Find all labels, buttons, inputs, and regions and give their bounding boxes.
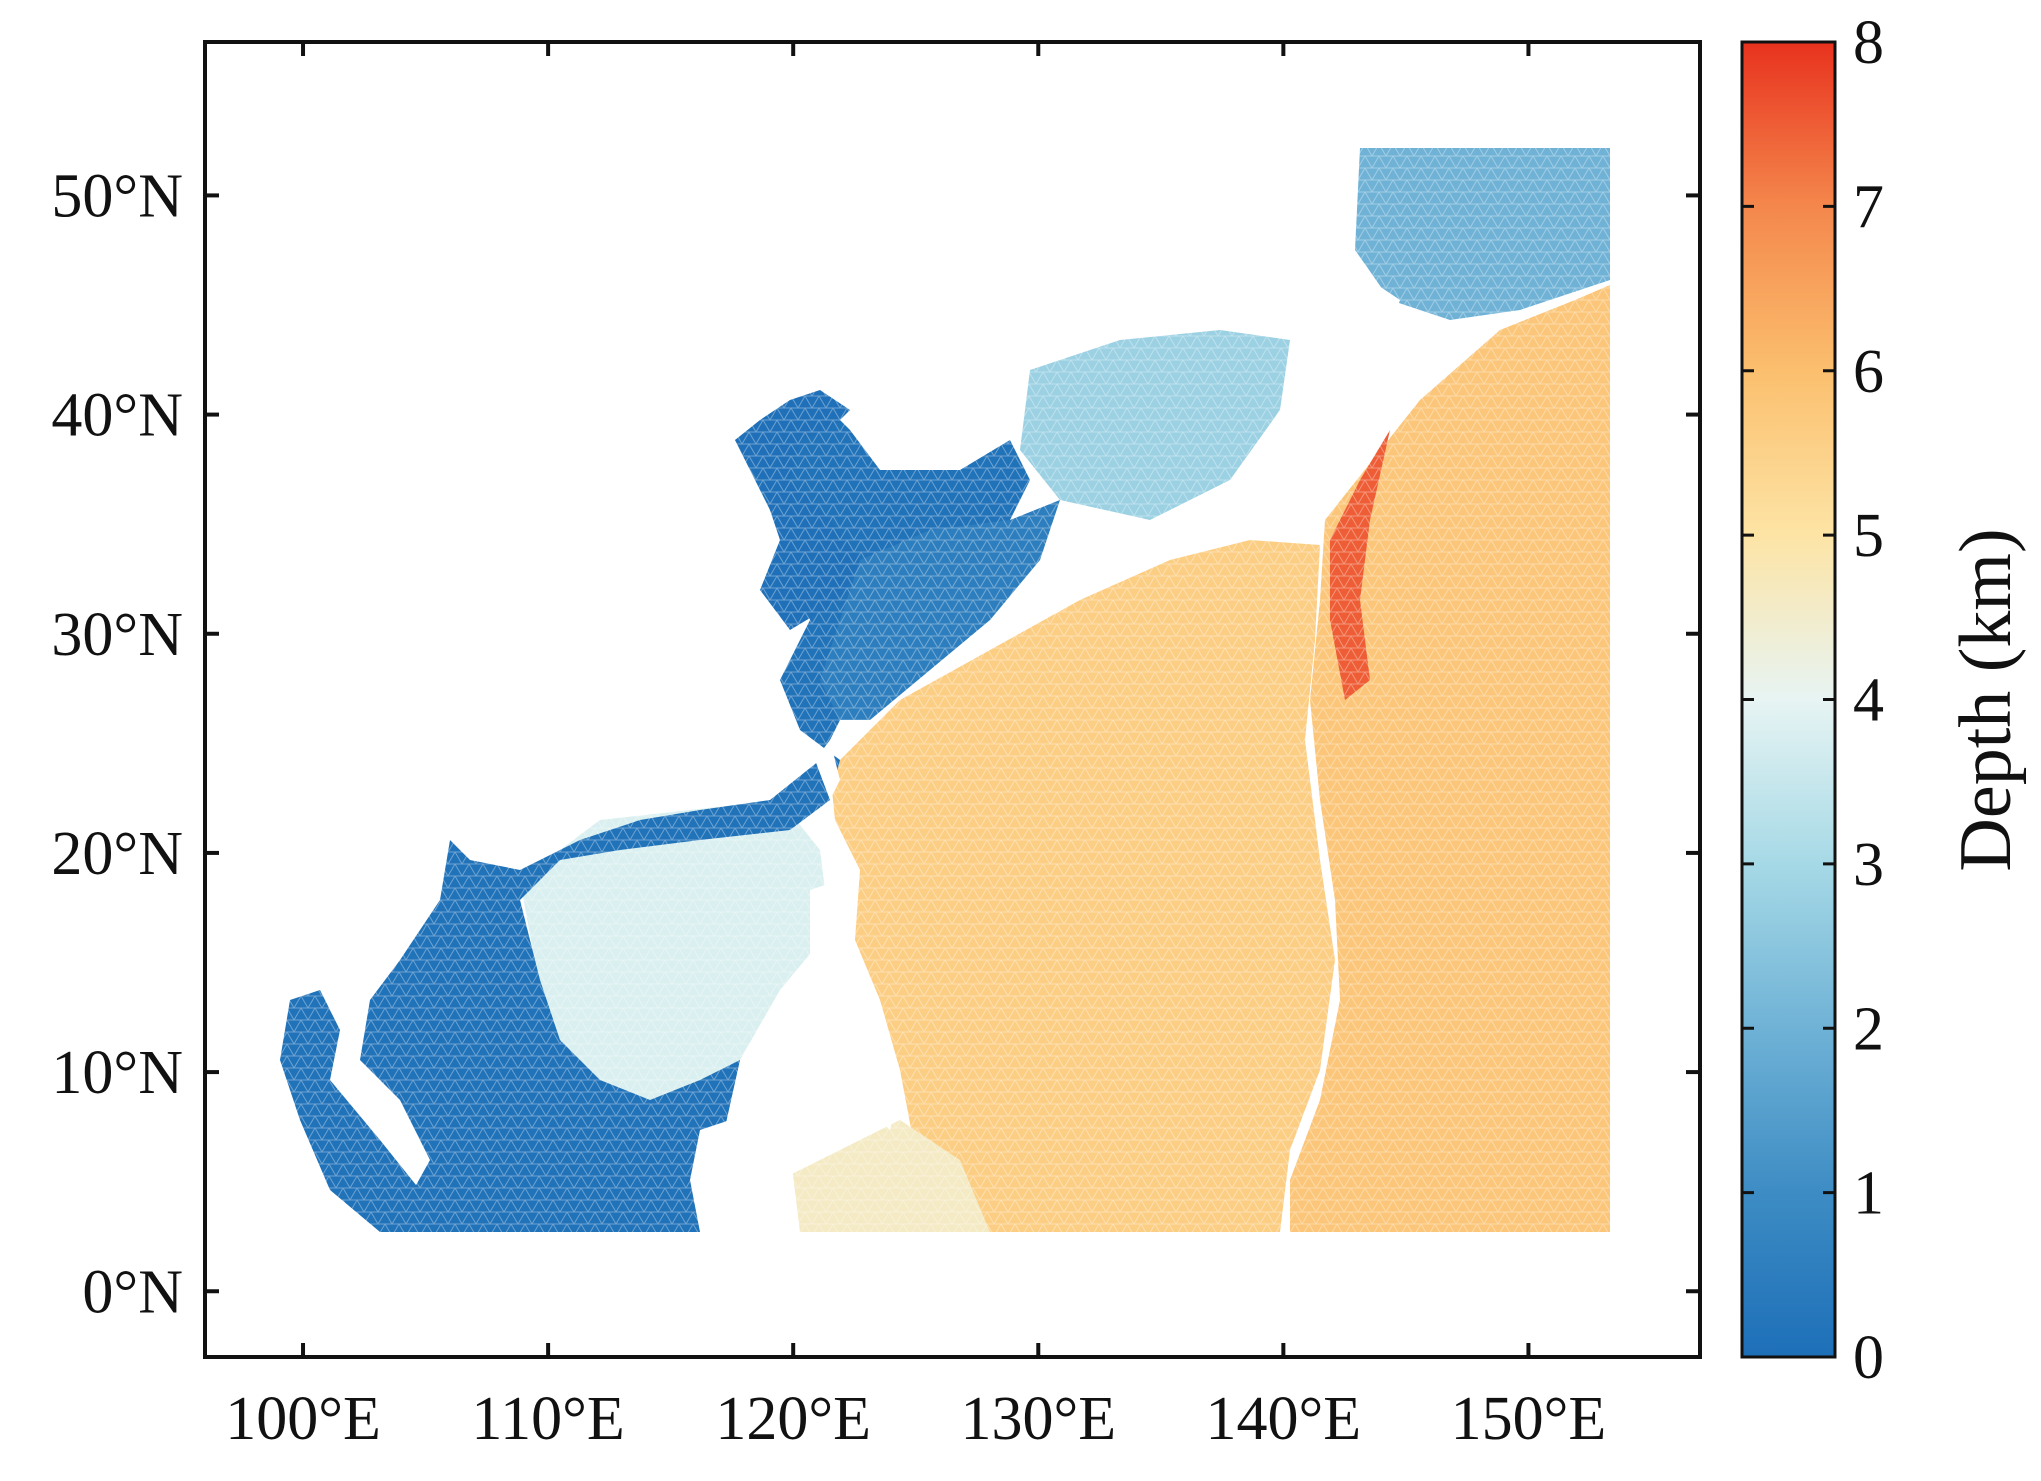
y-tick-label: 0°N [82,1258,183,1326]
colorbar: 0 1 2 3 4 5 6 7 8 Depth (km) [1740,9,2027,1392]
x-tick-label: 120°E [715,1385,871,1453]
x-tick-label: 150°E [1451,1385,1607,1453]
colorbar-tick-label: 2 [1853,995,1884,1063]
colorbar-ticks: 0 1 2 3 4 5 6 7 8 [1742,9,1884,1392]
philippines-landmass [810,880,900,1130]
x-tick-label: 100°E [225,1385,381,1453]
plot-frame [203,40,1702,1359]
colorbar-gradient [1742,42,1835,1357]
colorbar-tick-label: 6 [1853,338,1884,406]
y-tick-label: 50°N [51,162,183,230]
y-tick-label: 40°N [51,382,183,450]
taiwan-landmass [815,740,840,800]
x-axis: 100°E 110°E 120°E 130°E 140°E 150°E [225,42,1606,1453]
hokkaido-landmass [1330,280,1400,340]
x-tick-label: 130°E [960,1385,1116,1453]
borneo-landmass [690,1110,800,1232]
colorbar-tick-label: 7 [1853,173,1884,241]
colorbar-title: Depth (km) [1945,528,2027,871]
colorbar-tick-label: 5 [1853,502,1884,570]
japan-landmass [1080,340,1370,580]
x-tick-label: 110°E [471,1385,624,1453]
y-axis: 0°N 10°N 20°N 30°N 40°N 50°N [51,162,1700,1326]
y-tick-label: 20°N [51,820,183,888]
colorbar-tick-label: 4 [1853,667,1884,735]
colorbar-tick-label: 3 [1853,831,1884,899]
mesh-texture [205,42,1700,1357]
y-tick-label: 10°N [51,1039,183,1107]
colorbar-tick-label: 0 [1853,1324,1884,1392]
depth-mesh [205,42,1700,1357]
colorbar-tick-label: 1 [1853,1160,1884,1228]
x-tick-label: 140°E [1206,1385,1362,1453]
y-tick-label: 30°N [51,601,183,669]
colorbar-tick-label: 8 [1853,9,1884,77]
